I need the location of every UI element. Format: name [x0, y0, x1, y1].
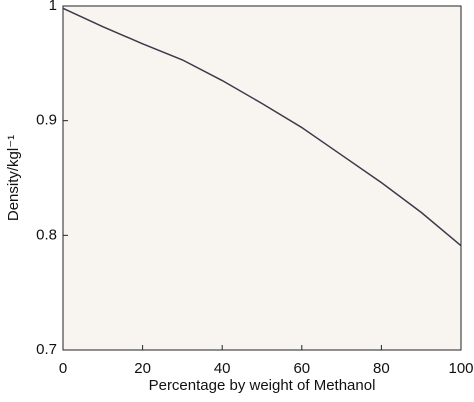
plot-area	[62, 5, 462, 351]
x-tick-label: 60	[293, 360, 310, 377]
x-tick-label: 80	[373, 360, 390, 377]
x-tick-label: 40	[214, 360, 231, 377]
y-tick-label: 0.9	[36, 112, 57, 129]
y-tick-label: 0.7	[36, 341, 57, 358]
x-tick-label: 100	[448, 360, 473, 377]
y-axis-label: Density/kgl⁻¹	[5, 135, 22, 221]
x-axis-label: Percentage by weight of Methanol	[149, 377, 376, 394]
y-tick-label: 0.8	[36, 226, 57, 243]
y-tick-label: 1	[49, 0, 57, 14]
plot-background	[63, 6, 461, 350]
data-line	[62, 7, 462, 247]
x-tick-label: 0	[59, 360, 67, 377]
x-tick-label: 20	[134, 360, 151, 377]
